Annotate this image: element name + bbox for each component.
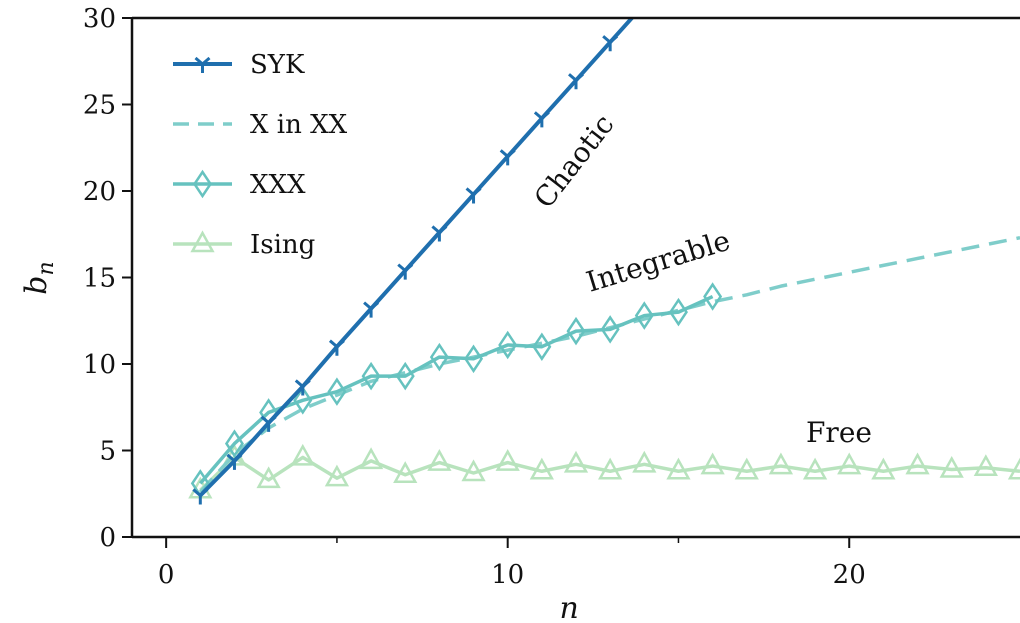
data-point-ising [461,459,486,482]
legend: SYK X in XX XXX Ising [173,50,348,260]
y-tick-label: 25 [83,91,116,121]
data-point-ising [632,450,657,473]
y-tick-label: 5 [99,437,116,467]
data-point-syk [533,111,550,128]
y-tick-label: 10 [83,350,116,380]
data-point-xxx [429,342,449,372]
data-point-syk [637,0,651,13]
data-point-ising [700,452,725,475]
data-point-ising [290,443,315,466]
data-point-xxx [224,429,244,458]
data-point-xxx [600,315,620,344]
data-point-syk [465,187,482,204]
data-point-xxx [361,361,381,391]
data-point-ising [495,449,520,471]
legend-label: X in XX [250,110,348,140]
data-point-xxx [668,297,688,327]
data-point-xxx [566,316,586,346]
data-point-syk [568,73,584,90]
data-point-syk [363,301,380,318]
data-point-ising [1007,457,1020,480]
y-axis-label-subscript: n [34,261,59,275]
data-point-syk [260,415,277,432]
x-tick-label: 0 [158,560,175,590]
data-point-ising [768,452,794,475]
data-point-xxx [703,282,723,311]
y-axis-label: bn [19,261,59,294]
data-point-syk [499,149,516,166]
data-point-syk [431,225,448,242]
data-point-syk [192,488,209,505]
series-layer [188,0,1020,505]
data-point-xxx [395,361,415,391]
data-point-syk [328,339,345,356]
y-tick-label: 20 [83,177,116,207]
data-point-syk [602,35,619,52]
data-point-ising [802,457,828,480]
annotation-free: Free [806,416,872,449]
y-tick-label: 0 [99,523,116,553]
data-point-syk [294,379,311,396]
data-point-ising [256,466,281,489]
data-point-ising [939,455,964,478]
legend-marker [190,230,215,253]
data-point-ising [871,457,896,480]
legend-marker [194,56,211,73]
data-point-xxx [634,301,654,330]
legend-entry-xxx: XXX [173,169,306,200]
y-tick-label: 15 [83,264,116,294]
legend-marker [192,169,213,199]
data-point-ising [905,452,930,475]
x-axis-label: n [560,591,579,623]
data-point-ising [563,450,589,473]
data-point-xxx [464,344,484,374]
data-point-ising [358,447,384,470]
data-point-ising [837,452,862,475]
data-point-ising [666,457,691,480]
legend-entry-ising: Ising [173,230,315,260]
data-point-xxx [532,332,552,361]
legend-entry-x-in-xx: X in XX [173,110,348,140]
data-point-syk [226,453,243,470]
legend-entry-syk: SYK [173,50,305,80]
y-tick-label: 30 [83,4,116,34]
legend-label: XXX [250,170,306,200]
data-point-xxx [327,377,347,406]
data-point-ising [529,457,554,480]
data-point-ising [734,457,759,480]
series-line-xxx [198,294,714,485]
data-point-ising [598,457,623,480]
data-point-ising [393,461,418,483]
data-point-syk [397,263,414,280]
legend-label: Ising [250,230,315,260]
data-point-ising [324,464,350,487]
data-point-ising [973,454,998,477]
data-point-ising [427,449,452,471]
x-tick-label: 10 [491,560,524,590]
legend-label: SYK [250,50,305,80]
series-line-ising [199,455,1020,492]
data-point-xxx [293,386,313,415]
series-syk [192,0,651,505]
series-ising [188,443,1020,499]
x-tick-label: 20 [833,560,866,590]
data-point-xxx [498,330,518,360]
